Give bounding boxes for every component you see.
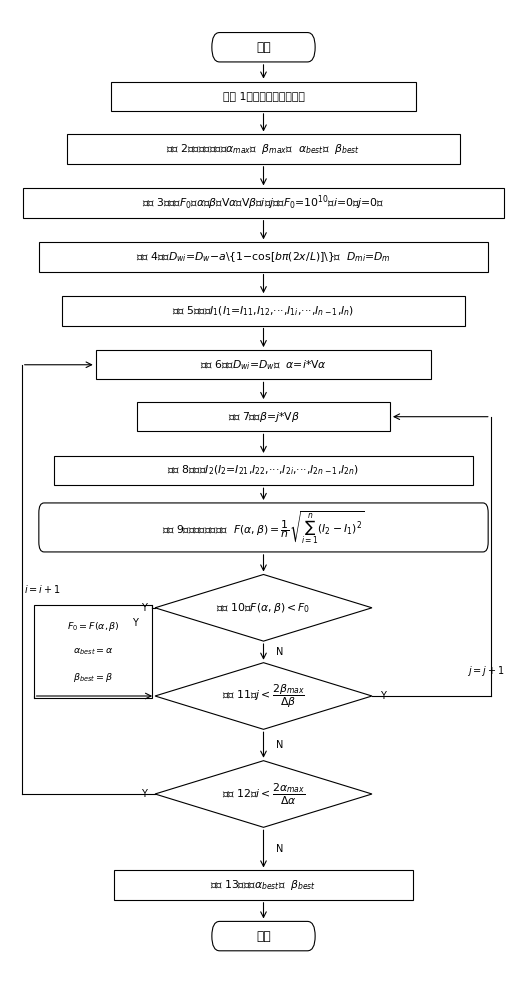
Text: 结束: 结束 <box>256 930 271 943</box>
Text: 步骤 9：计算目标函数：  $F(\alpha,\beta)=\dfrac{1}{n}\sqrt{\sum_{i=1}^{n}(I_2-I_1)^2}$: 步骤 9：计算目标函数： $F(\alpha,\beta)=\dfrac{1}{… <box>162 509 365 546</box>
Polygon shape <box>155 663 372 729</box>
Text: 步骤 11：$j<\dfrac{2\beta_{max}}{\Delta\beta}$: 步骤 11：$j<\dfrac{2\beta_{max}}{\Delta\bet… <box>222 682 305 710</box>
Bar <box>137 402 390 431</box>
Text: Y: Y <box>379 691 386 701</box>
Text: 步骤 1：收集轧辊基本参数: 步骤 1：收集轧辊基本参数 <box>222 91 305 101</box>
Text: N: N <box>276 647 284 657</box>
Bar <box>23 188 504 218</box>
Text: 步骤 2：定义支撑辊的$\alpha_{max}$，  $\beta_{max}$，  $\alpha_{best}$，  $\beta_{best}$: 步骤 2：定义支撑辊的$\alpha_{max}$， $\beta_{max}$… <box>167 142 360 156</box>
Text: 步骤 10：$F(\alpha,\beta)<F_0$: 步骤 10：$F(\alpha,\beta)<F_0$ <box>217 601 310 615</box>
Text: $\beta_{best}=\beta$: $\beta_{best}=\beta$ <box>73 671 113 684</box>
Bar <box>54 456 473 485</box>
Text: 步骤 12：$i<\dfrac{2\alpha_{max}}{\Delta\alpha}$: 步骤 12：$i<\dfrac{2\alpha_{max}}{\Delta\al… <box>222 781 305 807</box>
Bar <box>111 82 416 111</box>
Text: 开始: 开始 <box>256 41 271 54</box>
Polygon shape <box>155 761 372 827</box>
FancyBboxPatch shape <box>212 921 315 951</box>
Text: $\alpha_{best}=\alpha$: $\alpha_{best}=\alpha$ <box>73 647 113 657</box>
Text: $i=i+1$: $i=i+1$ <box>24 583 61 595</box>
Text: 步骤 8：计算$I_2$($I_2$=$I_{21}$,$I_{22}$,···,$I_{2i}$,···,$I_{2n-1}$,$I_{2n}$): 步骤 8：计算$I_2$($I_2$=$I_{21}$,$I_{22}$,···… <box>168 464 359 477</box>
Text: 步骤 13：输出$\alpha_{best}$，  $\beta_{best}$: 步骤 13：输出$\alpha_{best}$， $\beta_{best}$ <box>210 878 317 892</box>
Text: $j=j+1$: $j=j+1$ <box>467 664 504 678</box>
Text: Y: Y <box>141 603 148 613</box>
Text: 步骤 7：令$\beta$=$j$*V$\beta$: 步骤 7：令$\beta$=$j$*V$\beta$ <box>228 410 299 424</box>
Text: 步骤 6：令$D_{wi}$=$D_w$，  $\alpha$=$i$*V$\alpha$: 步骤 6：令$D_{wi}$=$D_w$， $\alpha$=$i$*V$\al… <box>200 358 327 372</box>
Text: 步骤 5：计算$I_1$($I_1$=$I_{11}$,$I_{12}$,···,$I_{1i}$,···,$I_{n-1}$,$I_n$): 步骤 5：计算$I_1$($I_1$=$I_{11}$,$I_{12}$,···… <box>172 304 355 318</box>
Bar <box>39 242 488 272</box>
Text: 步骤 3：定义$F_0$，$\alpha$，$\beta$，V$\alpha$，V$\beta$，$i$，$j$，令$F_0$=10$^{10}$，$i$=0，: 步骤 3：定义$F_0$，$\alpha$，$\beta$，V$\alpha$，… <box>142 194 385 212</box>
Text: N: N <box>276 844 284 854</box>
FancyBboxPatch shape <box>39 503 488 552</box>
Text: Y: Y <box>141 789 148 799</box>
Bar <box>34 605 152 698</box>
Text: 步骤 4：令$D_{wi}$=$D_w$$-$$a$\{1$-$cos[$b\pi$(2$x$/$L$)]\}，  $D_{mi}$=$D_m$: 步骤 4：令$D_{wi}$=$D_w$$-$$a$\{1$-$cos[$b\p… <box>136 250 391 264</box>
Polygon shape <box>155 574 372 641</box>
Bar <box>114 870 413 900</box>
Bar <box>96 350 431 379</box>
FancyBboxPatch shape <box>212 33 315 62</box>
Bar <box>62 296 465 326</box>
Text: Y: Y <box>132 617 139 628</box>
Text: $F_0=F(\alpha,\beta)$: $F_0=F(\alpha,\beta)$ <box>66 620 120 633</box>
Bar <box>67 134 460 164</box>
Text: N: N <box>276 740 284 750</box>
